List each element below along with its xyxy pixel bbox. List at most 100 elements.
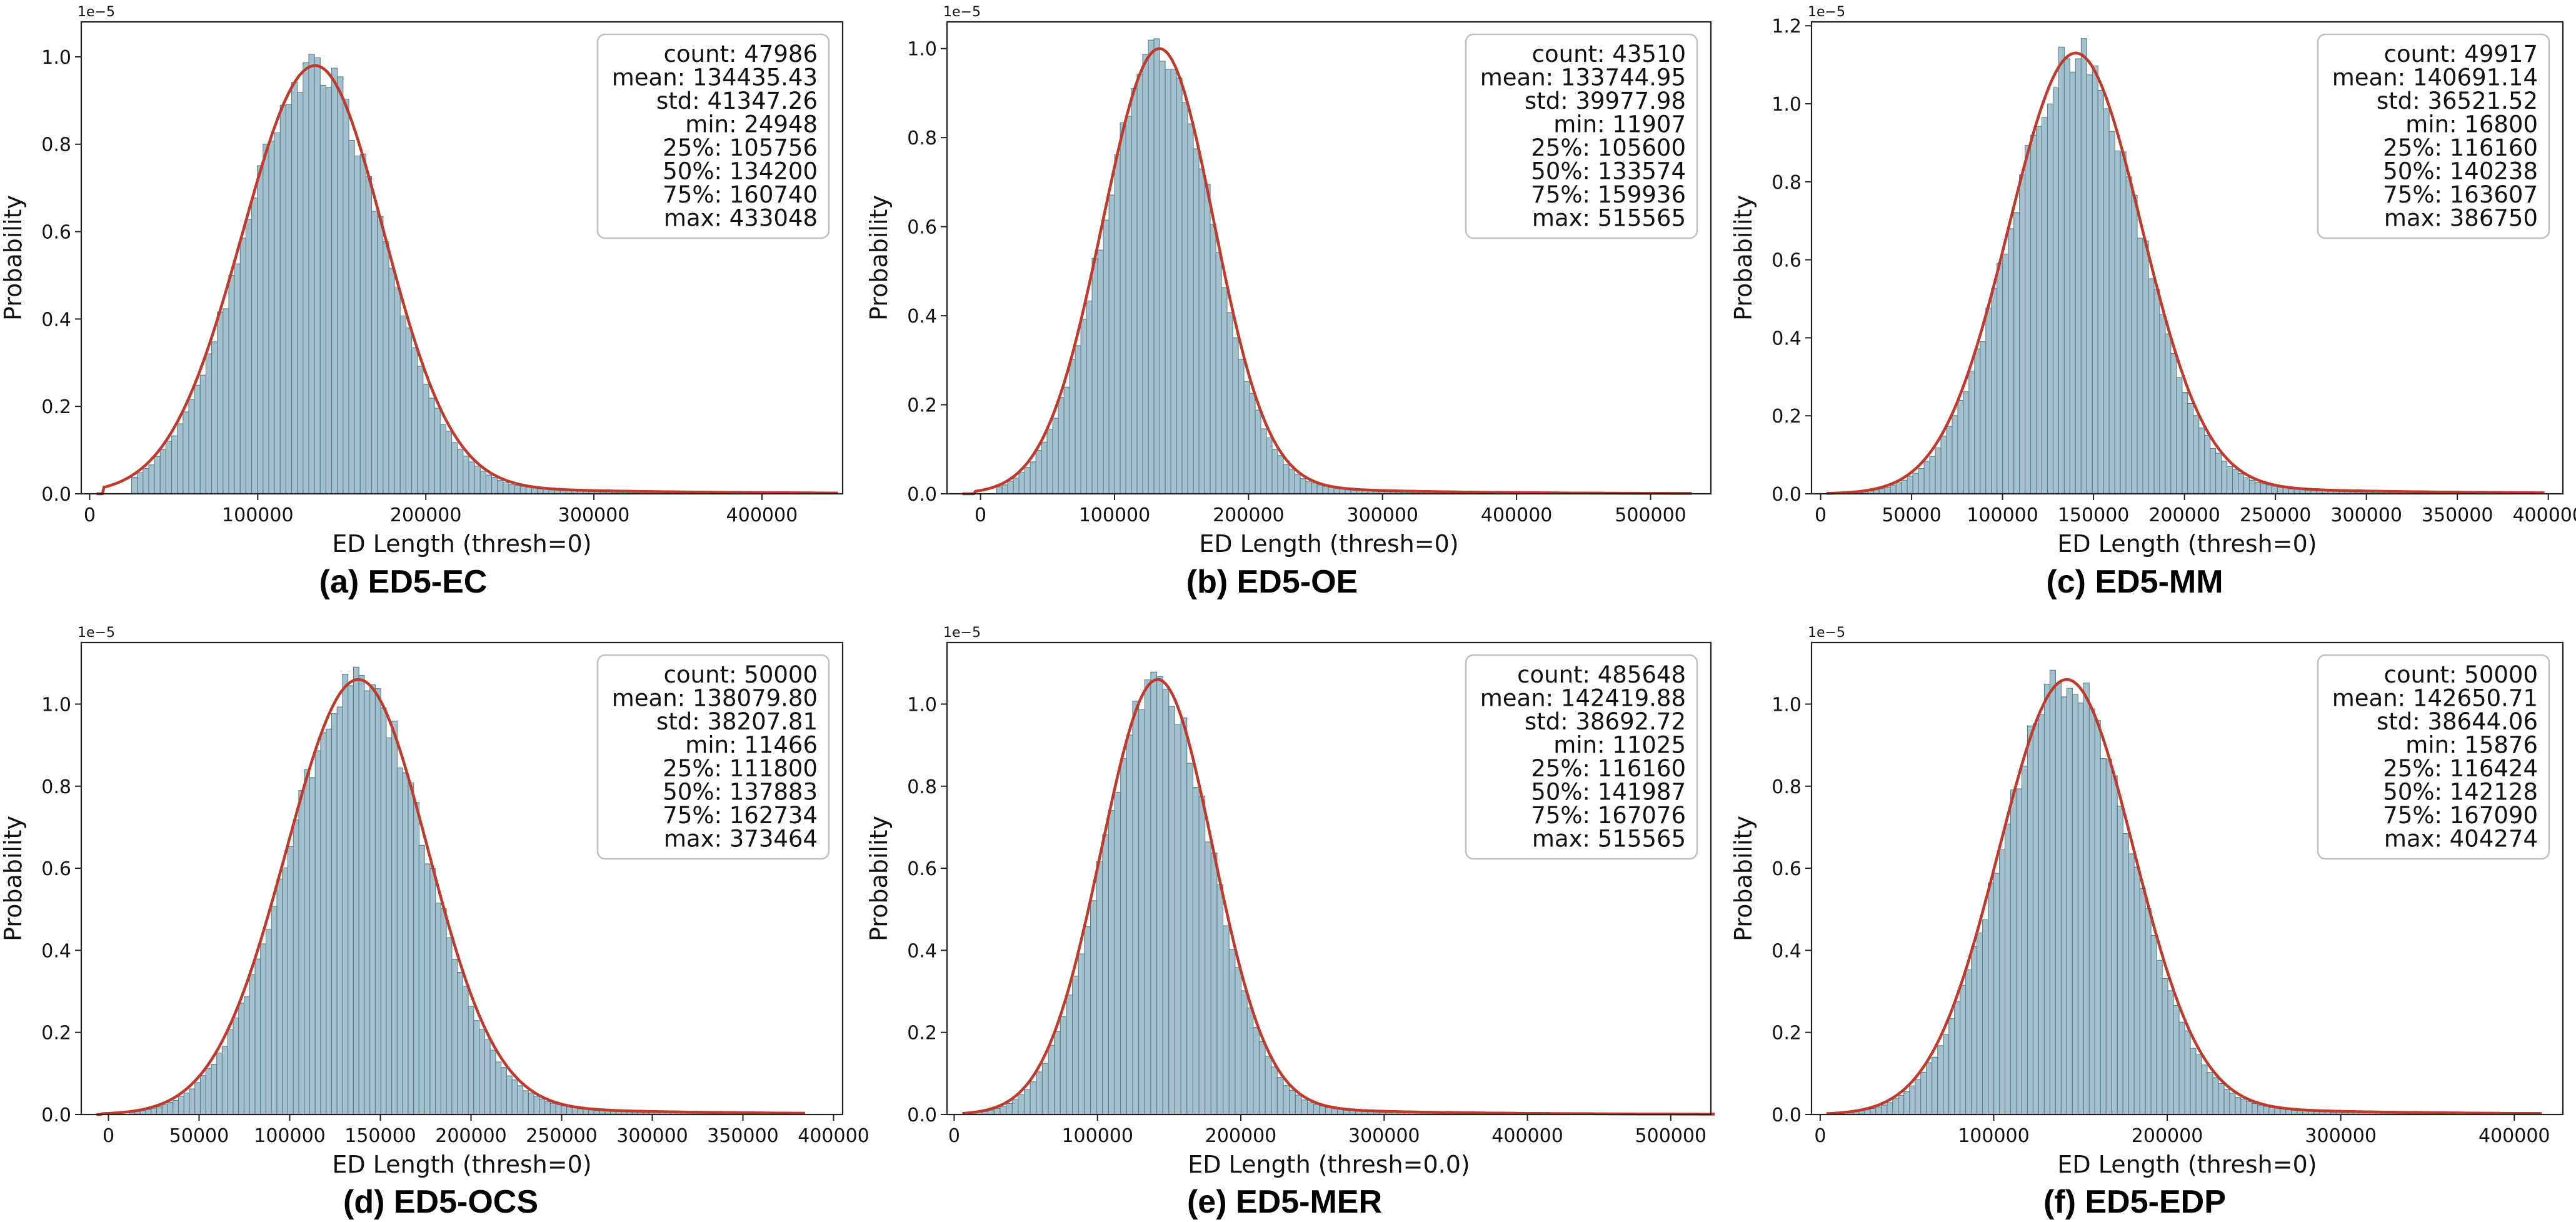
histogram-bar <box>325 87 333 494</box>
histogram-bar <box>238 1003 245 1115</box>
histogram-bar <box>1943 1034 1950 1115</box>
stats-legend-box <box>2317 654 2550 860</box>
histogram-bar <box>2260 483 2267 494</box>
histogram-bar <box>1080 319 1087 494</box>
histogram-bar <box>2004 823 2012 1115</box>
histogram-bar <box>1058 397 1065 494</box>
stats-line: 75%: 167076 <box>1531 802 1686 829</box>
histogram-bar <box>451 442 458 494</box>
histogram-bar <box>183 1093 190 1115</box>
y-tick-label: 1.0 <box>907 39 937 61</box>
histogram-bar <box>1204 184 1211 494</box>
histogram-bar <box>2165 333 2172 494</box>
histogram-bar <box>2052 88 2059 494</box>
histogram-bar <box>1319 1105 1326 1115</box>
histogram-bar <box>1114 154 1121 494</box>
histogram-bar <box>2030 134 2037 494</box>
histogram-bar <box>2086 74 2093 494</box>
stats-line: std: 38644.06 <box>2377 708 2538 735</box>
histogram-bar <box>1266 437 1273 494</box>
kde-curve <box>96 64 838 496</box>
stats-line: 75%: 159936 <box>1531 181 1686 208</box>
histogram-bar <box>1054 1031 1061 1115</box>
histogram-bar <box>489 1049 496 1115</box>
stats-line: count: 485648 <box>1517 661 1686 688</box>
histogram-bar <box>303 62 309 494</box>
histogram-bar <box>2063 58 2070 494</box>
histogram-bar <box>517 1085 524 1115</box>
histogram-bar <box>137 472 144 494</box>
stats-line: mean: 142419.88 <box>1480 685 1686 712</box>
histogram-bar <box>2223 1089 2230 1115</box>
histogram-bar <box>1170 68 1177 494</box>
histogram-bar <box>151 1108 158 1115</box>
y-tick-label: 0.8 <box>41 134 71 156</box>
histogram-bar <box>2139 888 2146 1115</box>
histogram-bar <box>1903 1091 1910 1115</box>
x-tick-label: 50000 <box>1882 504 1941 526</box>
histogram-bar <box>359 153 366 494</box>
histogram-bar <box>396 767 403 1115</box>
stats-line: count: 50000 <box>2384 661 2538 688</box>
histogram-bar <box>1300 478 1306 494</box>
histogram-bar <box>555 1104 562 1115</box>
y-tick-label: 0.6 <box>41 858 71 880</box>
histogram-bar <box>354 156 361 494</box>
histogram-bar <box>439 424 446 494</box>
kde-curve <box>962 678 1715 1116</box>
y-tick-label: 0.8 <box>1772 776 1802 798</box>
histogram-bar <box>177 423 184 494</box>
histogram-bar <box>1210 224 1216 494</box>
histogram-bar <box>331 68 338 494</box>
histogram-bar <box>1935 448 1942 494</box>
histogram-bar <box>2248 479 2256 494</box>
histogram-bar <box>227 1029 234 1115</box>
y-axis-label: Probability <box>1730 816 1757 941</box>
y-tick-label: 1.0 <box>41 694 71 716</box>
histogram-bar <box>216 1053 223 1115</box>
histogram-bar <box>131 476 138 494</box>
histogram-bar <box>2252 1103 2258 1115</box>
histogram-bar <box>282 867 289 1115</box>
histogram-bar <box>1035 450 1042 494</box>
histogram-bar <box>364 690 371 1115</box>
histogram-bar <box>271 906 278 1115</box>
x-tick-label: 300000 <box>558 504 630 526</box>
histogram-bar <box>561 1105 568 1115</box>
histogram-bar <box>2035 126 2043 494</box>
histogram-bar <box>2080 38 2087 494</box>
histogram-bar <box>435 903 441 1115</box>
y-tick-label: 0.6 <box>907 858 937 880</box>
histogram-bar <box>506 1075 513 1115</box>
histogram-bar <box>171 435 178 494</box>
y-tick-label: 0.2 <box>41 1023 71 1044</box>
histogram-bar <box>2182 391 2188 494</box>
y-tick-label: 0.0 <box>907 484 937 506</box>
panel-caption: (d) ED5-OCS <box>343 1184 538 1220</box>
histogram-bar <box>260 943 267 1115</box>
y-axis-label: Probability <box>0 816 27 941</box>
histogram-bar <box>1289 1089 1296 1115</box>
histogram-bar <box>234 263 241 494</box>
histogram-bar <box>1210 853 1218 1115</box>
histogram-bar <box>2083 683 2090 1115</box>
histogram-bar <box>365 176 373 494</box>
histogram-bar <box>308 54 315 494</box>
stats-legend-box <box>1465 33 1698 239</box>
x-tick-label: 0 <box>948 1125 960 1147</box>
histogram-bar <box>279 104 286 494</box>
histogram-bar <box>380 707 387 1115</box>
histogram-bar <box>1168 706 1176 1115</box>
histogram-bar <box>2008 228 2015 494</box>
y-tick-label: 0.4 <box>1772 328 1802 349</box>
histogram-bar <box>2170 353 2177 494</box>
histogram-bars <box>129 666 786 1115</box>
histogram-bar <box>479 471 486 494</box>
x-tick-label: 250000 <box>526 1125 598 1147</box>
histogram-bar <box>1007 481 1014 494</box>
histogram-bar <box>1283 1085 1290 1115</box>
stats-line: std: 39977.98 <box>1525 88 1686 114</box>
histogram-bar <box>457 449 464 494</box>
histogram-bar <box>566 1106 573 1115</box>
stats-line: 75%: 167090 <box>2383 802 2538 829</box>
